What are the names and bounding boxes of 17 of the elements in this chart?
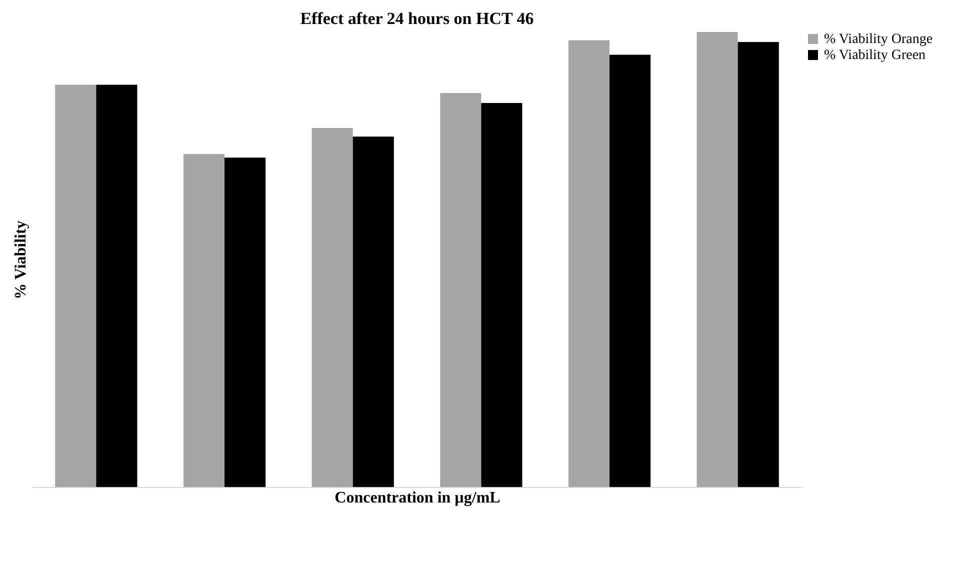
bar (481, 102, 522, 487)
bar (352, 136, 394, 487)
x-axis-title: Concentration in µg/mL (334, 490, 500, 506)
y-axis-title: % Viability (12, 220, 30, 300)
bar (610, 54, 651, 487)
legend-label: % Viability Orange (824, 32, 933, 47)
chart-title: Effect after 24 hours on HCT 46 (300, 9, 534, 28)
bar (738, 42, 779, 487)
bar (440, 92, 482, 487)
bar (696, 32, 738, 487)
bar (312, 128, 353, 487)
bar (224, 158, 266, 487)
bar (183, 154, 224, 487)
legend-label: % Viability Green (824, 48, 926, 63)
bar (55, 84, 96, 487)
bar (96, 84, 138, 487)
bar (568, 40, 610, 487)
